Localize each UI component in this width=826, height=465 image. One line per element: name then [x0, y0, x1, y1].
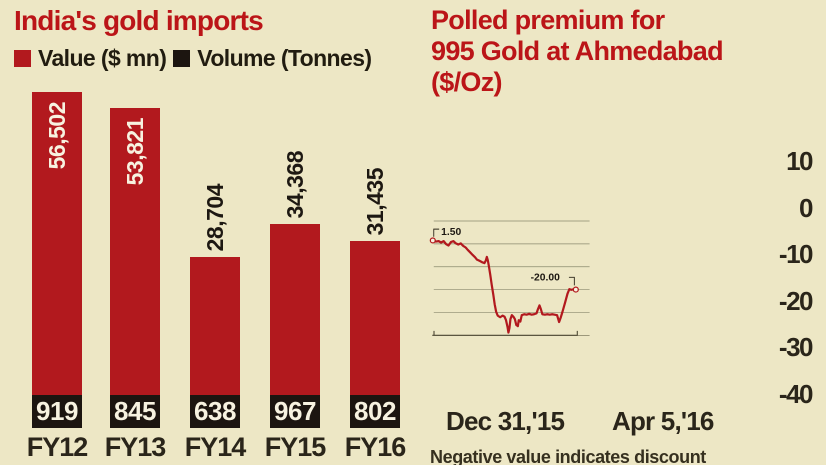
value-bar-fy15 [270, 224, 320, 428]
category-label-fy14: FY14 [184, 432, 247, 462]
value-label-fy14: 28,704 [201, 184, 228, 252]
line-chart-title-line3: ($/Oz) [431, 67, 503, 97]
bar-chart-title: India's gold imports [14, 5, 264, 36]
y-tick-label--20: -20 [778, 285, 814, 316]
x-axis-label-start: Dec 31,'15 [446, 406, 565, 436]
volume-label-fy14: 638 [190, 395, 240, 428]
y-tick-label-0: 0 [799, 192, 813, 223]
start-value-label: 1.50 [441, 227, 461, 238]
legend-label-value: Value ($ mn) [38, 45, 167, 71]
legend-swatch-value-icon [14, 50, 31, 67]
value-bar-fy12 [32, 92, 82, 428]
end-value-label: -20.00 [531, 272, 561, 283]
line-chart-title-line2: 995 Gold at Ahmedabad [431, 36, 724, 66]
volume-label-fy12: 919 [32, 395, 82, 428]
premium-line [431, 239, 577, 334]
bar-chart-legend: Value ($ mn) Volume (Tonnes) [14, 45, 372, 72]
category-label-fy16: FY16 [344, 432, 407, 462]
volume-label-fy16: 802 [350, 395, 400, 428]
footnote: Negative value indicates discount [430, 447, 706, 465]
legend-swatch-volume-icon [173, 50, 191, 67]
line-chart-title-line1: Polled premium for [431, 5, 665, 35]
line-chart-plot: 1.50 -20.00 [429, 220, 590, 336]
y-tick-label--10: -10 [778, 239, 814, 269]
y-tick-label-10: 10 [786, 146, 813, 176]
start-point-marker [429, 237, 436, 244]
value-label-fy13: 53,821 [121, 118, 148, 186]
y-tick-label--30: -30 [778, 332, 814, 362]
value-label-fy16: 31,435 [361, 168, 388, 236]
end-annotation-bracket [568, 276, 575, 286]
volume-label-fy15: 967 [270, 395, 320, 428]
value-label-fy12: 56,502 [43, 102, 70, 170]
end-point-marker [572, 286, 579, 293]
value-bar-fy13 [110, 108, 160, 428]
line-chart-title: Polled premium for 995 Gold at Ahmedabad… [431, 5, 724, 98]
volume-label-fy13: 845 [110, 395, 160, 428]
value-label-fy15: 34,368 [281, 151, 308, 219]
x-axis-label-end: Apr 5,'16 [612, 406, 714, 436]
category-label-fy13: FY13 [104, 432, 167, 462]
x-axis-line [432, 330, 578, 336]
category-label-fy12: FY12 [26, 432, 89, 462]
start-annotation-bracket [433, 228, 440, 237]
category-label-fy15: FY15 [264, 432, 327, 462]
legend-label-volume: Volume (Tonnes) [197, 45, 372, 71]
y-tick-label--40: -40 [778, 378, 814, 409]
